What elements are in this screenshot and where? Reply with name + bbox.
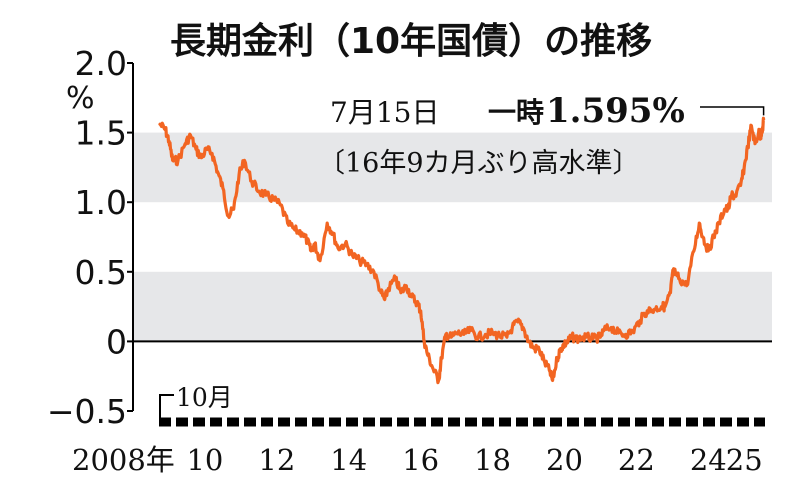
y-tick-label-2: 1.0 — [75, 183, 127, 222]
annotation-note: 〔16年9カ月ぶり高水準〕 — [318, 148, 640, 179]
y-tick-label-5: −0.5 — [47, 392, 127, 431]
annotation-leader-line — [700, 106, 765, 116]
y-tick-label-1: 1.5 — [75, 114, 127, 153]
peak-annotation: 7月15日 一時 1.595% 〔16年9カ月ぶり高水準〕 — [318, 91, 765, 179]
x-tick-label-6: 20 — [546, 443, 583, 477]
start-marker: 10月 — [159, 383, 233, 422]
x-tick-label-9: 25 — [726, 443, 763, 477]
series-line-yield — [158, 116, 766, 385]
start-marker-label: 10月 — [176, 383, 233, 412]
annotation-value: 1.595% — [546, 91, 685, 131]
axes — [127, 62, 772, 427]
y-tick-label-3: 0.5 — [75, 253, 127, 292]
x-tick-label-7: 22 — [618, 443, 655, 477]
y-tick-label-0: 2.0 — [75, 44, 127, 83]
start-marker-bracket — [159, 394, 174, 422]
x-tick-label-2: 12 — [258, 443, 295, 477]
x-tick-label-4: 16 — [402, 443, 439, 477]
chart-title: 長期金利（10年国債）の推移 — [170, 20, 652, 62]
x-tick-label-8: 24 — [690, 443, 727, 477]
x-tick-labels: 2008年 10 12 14 16 18 20 22 24 25 — [72, 443, 763, 477]
band-0 — [133, 271, 772, 342]
annotation-date: 7月15日 — [330, 96, 439, 129]
x-tick-label-5: 18 — [474, 443, 511, 477]
annotation-prefix: 一時 — [488, 96, 544, 129]
y-tick-labels: 2.0 1.5 1.0 0.5 0 −0.5 — [47, 44, 127, 431]
x-tick-label-1: 10 — [186, 443, 223, 477]
x-tick-label-3: 14 — [330, 443, 367, 477]
x-tick-label-0: 2008年 — [72, 443, 175, 477]
y-tick-label-4: 0 — [106, 322, 127, 361]
y-axis-unit-label: % — [66, 81, 95, 116]
